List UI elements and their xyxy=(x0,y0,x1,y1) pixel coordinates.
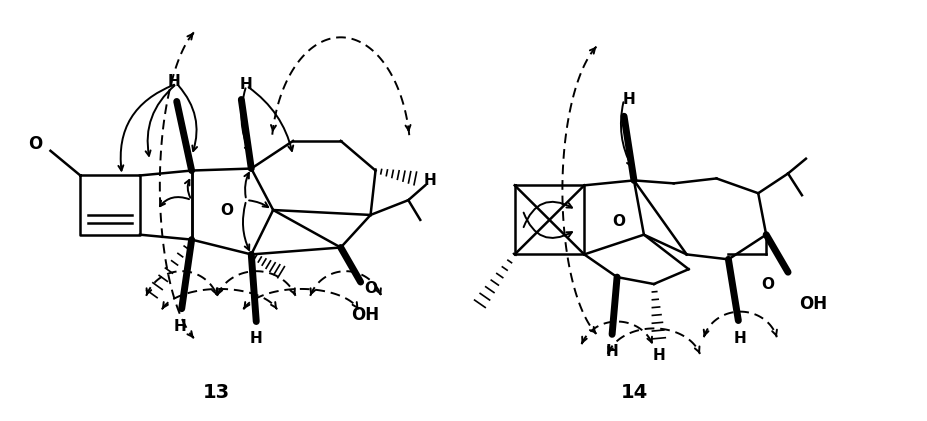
Text: H: H xyxy=(623,92,635,107)
Text: H: H xyxy=(168,74,180,89)
Text: O: O xyxy=(613,214,626,229)
Text: O: O xyxy=(364,282,377,296)
Text: H: H xyxy=(250,331,262,346)
Text: 14: 14 xyxy=(620,383,648,402)
Text: H: H xyxy=(605,344,618,359)
Text: OH: OH xyxy=(799,295,827,313)
Text: 13: 13 xyxy=(203,383,230,402)
Text: O: O xyxy=(762,277,775,291)
Text: H: H xyxy=(653,348,666,362)
Text: H: H xyxy=(734,331,747,346)
Text: H: H xyxy=(240,77,253,92)
Text: O: O xyxy=(29,135,43,153)
Text: H: H xyxy=(173,319,186,334)
Text: O: O xyxy=(220,203,233,218)
Text: H: H xyxy=(424,173,437,188)
Text: OH: OH xyxy=(351,306,380,324)
